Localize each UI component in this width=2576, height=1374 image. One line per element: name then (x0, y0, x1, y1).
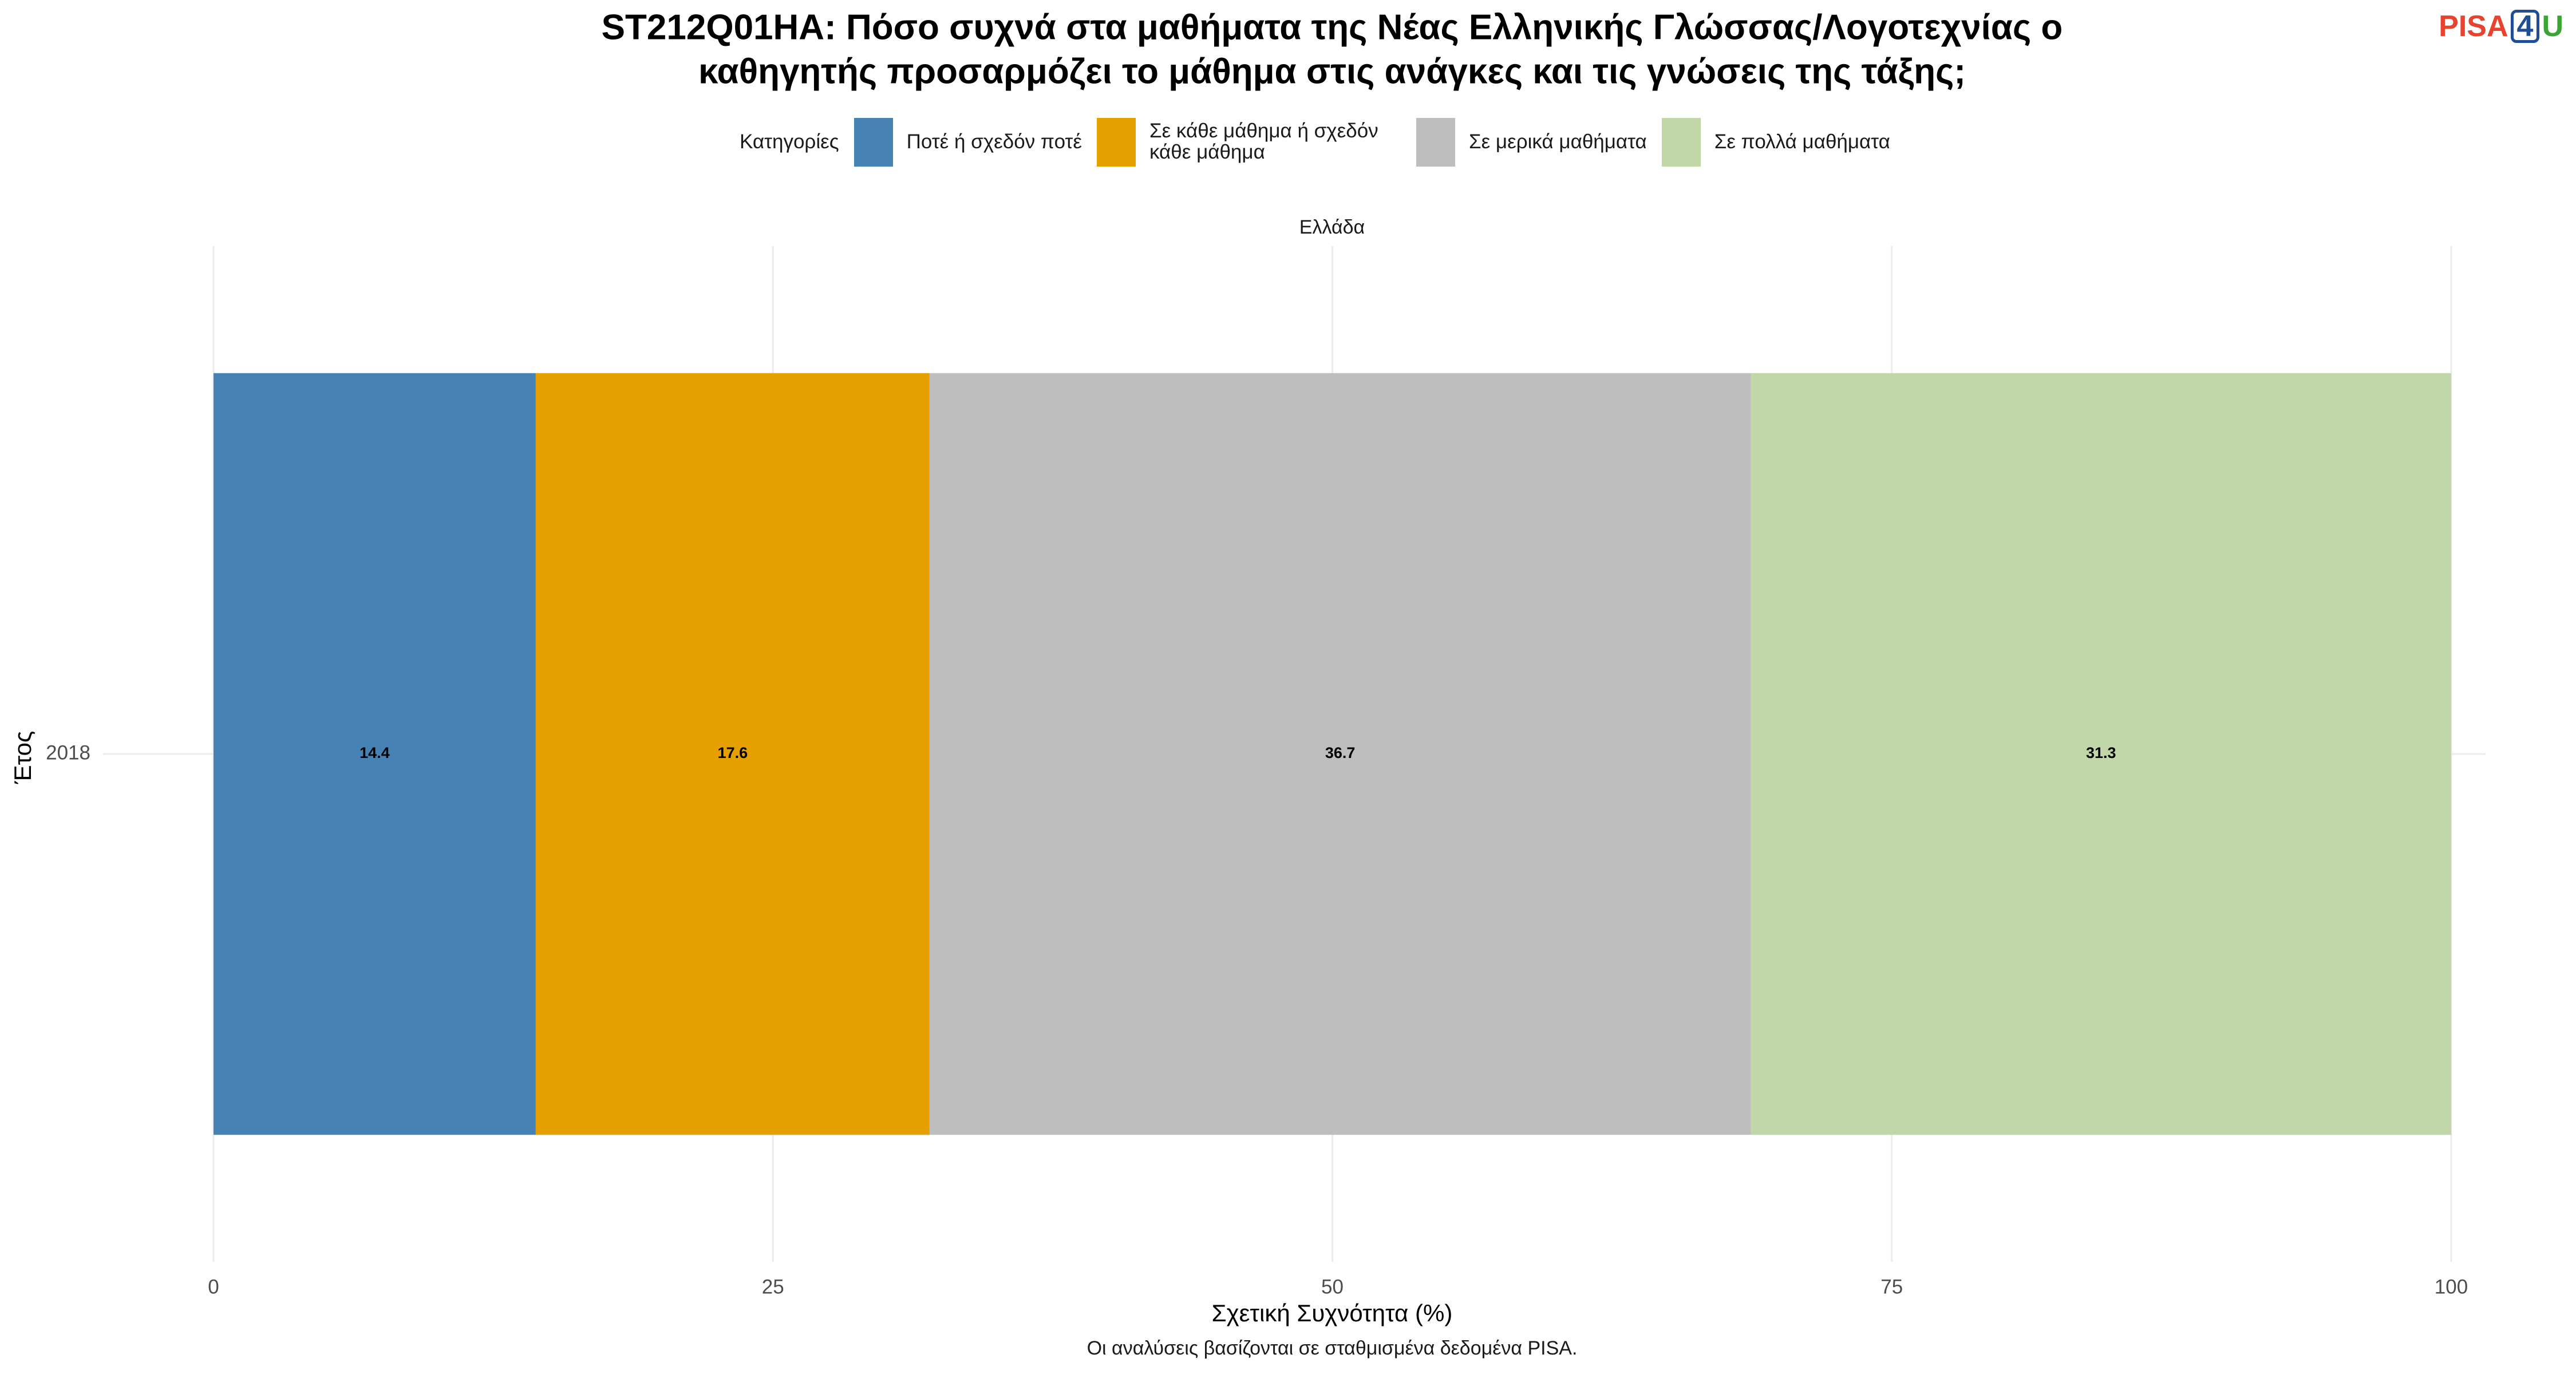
data-label: 31.3 (2086, 744, 2116, 761)
legend-key (854, 117, 893, 167)
x-tick-label: 25 (762, 1276, 784, 1298)
x-tick-label: 0 (208, 1276, 219, 1298)
legend-item: Σε μερικά μαθήματα (1416, 117, 1647, 167)
x-axis-title: Σχετική Συχνότητα (%) (1212, 1300, 1453, 1326)
bar-segment (535, 373, 930, 1135)
legend-key (1416, 117, 1455, 167)
bar-segment (214, 373, 536, 1135)
legend-key (1096, 117, 1136, 167)
legend-item: Σε κάθε μάθημα ή σχεδόν κάθε μάθημα (1096, 117, 1401, 167)
caption: Οι αναλύσεις βασίζονται σε σταθμισμένα δ… (1087, 1337, 1578, 1359)
data-label: 14.4 (359, 744, 390, 761)
logo: PISA 4 U (2439, 9, 2563, 44)
legend-label: Σε πολλά μαθήματα (1714, 130, 1890, 153)
facet-label: Ελλάδα (1299, 216, 1365, 238)
chart-title: ST212Q01HA: Πόσο συχνά στα μαθήματα της … (602, 7, 2063, 47)
logo-part: U (2542, 10, 2563, 43)
legend-label: Ποτέ ή σχεδόν ποτέ (906, 130, 1082, 153)
legend-label: Σε κάθε μάθημα ή σχεδόν κάθε μάθημα (1149, 120, 1378, 163)
legend-label: Σε μερικά μαθήματα (1468, 130, 1647, 153)
chart-title: καθηγητής προσαρμόζει το μάθημα στις ανά… (698, 52, 1966, 91)
data-label: 36.7 (1325, 744, 1356, 761)
x-tick-label: 50 (1321, 1276, 1344, 1298)
x-tick-label: 75 (1880, 1276, 1903, 1298)
y-tick-label: 2018 (46, 741, 90, 764)
legend: Κατηγορίες Ποτέ ή σχεδόν ποτέ Σε κάθε μάθ… (740, 117, 1905, 167)
logo-part: 4 (2510, 10, 2540, 43)
x-tick-label: 100 (2435, 1276, 2468, 1298)
legend-title: Κατηγορίες (740, 131, 839, 153)
bar-segment (929, 373, 1751, 1135)
legend-item: Ποτέ ή σχεδόν ποτέ (854, 117, 1082, 167)
legend-item: Σε πολλά μαθήματα (1661, 117, 1890, 167)
data-label: 17.6 (718, 744, 748, 761)
bar-segment (1751, 373, 2451, 1135)
y-axis-title: Έτος (9, 731, 36, 785)
logo-part: PISA (2439, 10, 2508, 43)
legend-key (1661, 117, 1701, 167)
